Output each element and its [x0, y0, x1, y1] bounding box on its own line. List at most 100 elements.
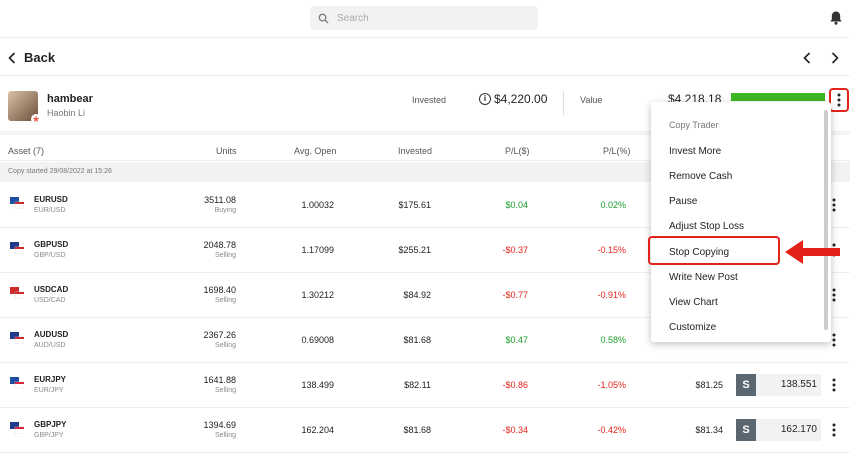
position-side: Selling — [214, 432, 236, 439]
value-label: Value — [580, 95, 603, 105]
menu-item-stop-copying[interactable]: Stop Copying — [669, 247, 730, 258]
asset-symbol[interactable]: EURUSD — [34, 195, 68, 204]
top-bar: Search — [0, 0, 850, 38]
row-kebab-menu-icon[interactable] — [831, 332, 837, 348]
row-kebab-menu-icon[interactable] — [831, 422, 837, 438]
currency-flag-icon — [10, 422, 24, 434]
asset-symbol[interactable]: USDCAD — [34, 285, 69, 294]
stop-copying-highlight — [648, 236, 780, 265]
avg-open-value: 1.30212 — [301, 290, 334, 300]
invested-value: $84.92 — [403, 290, 431, 300]
asset-pair: USD/CAD — [34, 297, 66, 304]
header-pl[interactable]: P/L($) — [505, 146, 530, 156]
invested-value: $81.68 — [403, 335, 431, 345]
table-row[interactable]: GBPUSD GBP/USD 2048.78 Selling 1.17099 $255.2… — [0, 228, 850, 273]
header-units[interactable]: Units — [216, 146, 237, 156]
kebab-menu-icon — [837, 93, 841, 107]
previous-arrow-icon[interactable] — [800, 51, 814, 65]
row-kebab-menu-icon[interactable] — [831, 377, 837, 393]
bell-icon[interactable] — [828, 10, 844, 26]
search-icon — [318, 13, 329, 24]
pl-percent-value: -0.91% — [597, 290, 626, 300]
pl-percent-value: -1.05% — [597, 380, 626, 390]
pl-percent-value: -0.42% — [597, 425, 626, 435]
divider — [563, 91, 564, 115]
chevron-left-icon — [8, 51, 16, 64]
units-value: 2048.78 — [203, 240, 236, 250]
table-row[interactable]: GBPJPY GBP/JPY 1394.69 Selling 162.204 $81.68… — [0, 408, 850, 453]
menu-item-customize[interactable]: Customize — [669, 322, 717, 333]
current-price: 138.551 — [756, 374, 821, 396]
asset-symbol[interactable]: AUDUSD — [34, 330, 69, 339]
menu-item-view-chart[interactable]: View Chart — [669, 297, 718, 308]
position-side: Selling — [214, 342, 236, 349]
navigation-row: Back — [0, 40, 850, 76]
table-row[interactable]: EURJPY EUR/JPY 1641.88 Selling 138.499 $82.11… — [0, 363, 850, 408]
table-header: Asset (7) Units Avg. Open Invested P/L($… — [0, 139, 850, 161]
invested-value: $81.68 — [403, 425, 431, 435]
pl-value: $0.04 — [505, 200, 528, 210]
pl-percent-value: 0.58% — [600, 335, 626, 345]
units-value: 3511.08 — [204, 195, 236, 205]
units-value: 1394.69 — [203, 420, 236, 430]
asset-pair: GBP/JPY — [34, 432, 64, 439]
menu-item-invest-more[interactable]: Invest More — [669, 146, 722, 157]
copy-trader-menu: Copy Trader Invest More Remove Cash Paus… — [651, 102, 831, 342]
sell-button[interactable]: S — [736, 419, 756, 441]
pl-value: -$0.86 — [502, 380, 528, 390]
search-placeholder: Search — [337, 12, 369, 24]
pl-value: -$0.34 — [502, 425, 528, 435]
menu-item-remove-cash[interactable]: Remove Cash — [669, 171, 733, 182]
table-row[interactable]: AUDUSD AUD/USD 2367.26 Selling 0.69008 $81.68… — [0, 318, 850, 363]
menu-scrollbar[interactable] — [824, 110, 828, 330]
trader-summary: ★ hambear Haobin Li Invested i $4,220.00… — [0, 77, 850, 135]
currency-flag-icon — [10, 197, 24, 209]
asset-symbol[interactable]: EURJPY — [34, 375, 67, 384]
currency-flag-icon — [10, 242, 24, 254]
star-icon: ★ — [31, 114, 41, 124]
header-pl-percent[interactable]: P/L(%) — [603, 146, 631, 156]
header-avg-open[interactable]: Avg. Open — [294, 146, 337, 156]
pl-percent-value: 0.02% — [600, 200, 626, 210]
search-input[interactable]: Search — [310, 6, 538, 30]
sell-button[interactable]: S — [736, 374, 756, 396]
avg-open-value: 1.00032 — [301, 200, 334, 210]
avg-open-value: 1.17099 — [301, 245, 334, 255]
menu-title: Copy Trader — [669, 120, 719, 130]
header-invested[interactable]: Invested — [398, 146, 433, 156]
asset-symbol[interactable]: GBPUSD — [34, 240, 69, 249]
info-icon[interactable]: i — [479, 93, 491, 105]
value-progress-bar — [731, 93, 825, 101]
back-label: Back — [24, 50, 56, 65]
position-side: Buying — [214, 207, 236, 214]
avg-open-value: 138.499 — [301, 380, 334, 390]
units-value: 2367.26 — [203, 330, 236, 340]
copy-started-row: Copy started 29/08/2022 at 15:26 — [0, 162, 850, 182]
trader-options-button[interactable] — [829, 88, 849, 112]
units-value: 1641.88 — [203, 375, 236, 385]
row-kebab-menu-icon[interactable] — [831, 287, 837, 303]
next-arrow-icon[interactable] — [828, 51, 842, 65]
header-asset[interactable]: Asset (7) — [8, 146, 45, 156]
table-row[interactable]: USDCAD USD/CAD 1698.40 Selling 1.30212 $84.92… — [0, 273, 850, 318]
menu-item-adjust-stop-loss[interactable]: Adjust Stop Loss — [669, 221, 745, 232]
avg-open-value: 162.204 — [301, 425, 334, 435]
asset-symbol[interactable]: GBPJPY — [34, 420, 67, 429]
menu-item-write-new-post[interactable]: Write New Post — [669, 272, 738, 283]
trader-username[interactable]: hambear — [47, 93, 93, 105]
back-button[interactable]: Back — [8, 50, 55, 65]
avg-open-value: 0.69008 — [301, 335, 334, 345]
menu-item-pause[interactable]: Pause — [669, 196, 698, 207]
table-row[interactable]: EURUSD EUR/USD 3511.08 Buying 1.00032 $175.61… — [0, 183, 850, 228]
units-value: 1698.40 — [203, 285, 236, 295]
position-side: Selling — [214, 252, 236, 259]
row-kebab-menu-icon[interactable] — [831, 197, 837, 213]
currency-flag-icon — [10, 377, 24, 389]
invested-label: Invested — [412, 95, 447, 105]
avatar[interactable]: ★ — [8, 91, 41, 124]
invested-value: $175.61 — [398, 200, 431, 210]
position-side: Selling — [214, 387, 236, 394]
position-value: $81.34 — [695, 425, 723, 435]
asset-pair: EUR/JPY — [34, 387, 64, 394]
asset-pair: GBP/USD — [34, 252, 66, 259]
